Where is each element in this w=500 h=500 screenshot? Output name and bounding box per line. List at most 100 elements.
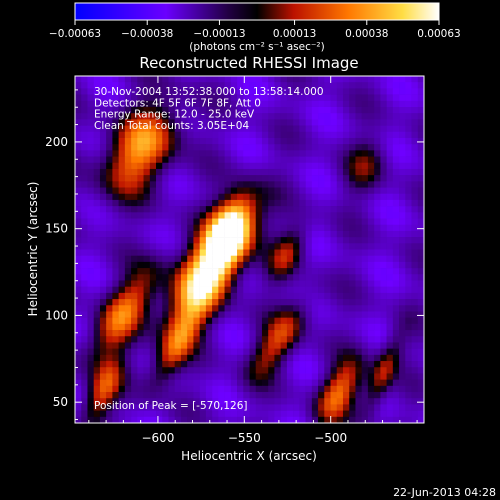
- heatmap-cell: [230, 106, 238, 114]
- heatmap-cell: [280, 404, 288, 411]
- heatmap-cell: [380, 131, 387, 139]
- heatmap-cell: [374, 286, 381, 294]
- heatmap-cell: [349, 261, 356, 269]
- heatmap-cell: [255, 150, 263, 157]
- heatmap-cell: [324, 249, 331, 256]
- heatmap-cell: [286, 392, 294, 399]
- heatmap-cell: [224, 100, 232, 108]
- heatmap-cell: [255, 100, 263, 108]
- heatmap-cell: [75, 261, 82, 269]
- heatmap-cell: [174, 187, 182, 195]
- heatmap-cell: [342, 168, 350, 176]
- heatmap-cell: [87, 218, 94, 226]
- heatmap-cell: [124, 106, 132, 114]
- heatmap-cell: [392, 106, 400, 114]
- heatmap-cell: [268, 144, 275, 151]
- heatmap-cell: [75, 218, 82, 226]
- heatmap-cell: [230, 311, 238, 318]
- heatmap-cell: [75, 175, 82, 182]
- heatmap-cell: [205, 168, 213, 176]
- heatmap-cell: [199, 199, 207, 207]
- colorbar-ticks: −0.00063 −0.00038 −0.00013 0.00013 0.00038 0.…: [49, 20, 461, 40]
- heatmap-cell: [180, 187, 188, 195]
- heatmap-cell: [162, 354, 169, 362]
- heatmap-cell: [187, 168, 194, 176]
- heatmap-cell: [417, 342, 424, 349]
- heatmap-cell: [212, 76, 219, 83]
- heatmap-cell: [268, 94, 275, 102]
- heatmap-cell: [237, 317, 244, 325]
- heatmap-cell: [230, 144, 238, 151]
- heatmap-cell: [255, 354, 263, 362]
- heatmap-cell: [311, 106, 319, 114]
- heatmap-cell: [386, 88, 394, 95]
- heatmap-cell: [137, 106, 144, 114]
- heatmap-cell: [168, 336, 176, 343]
- heatmap-cell: [268, 193, 275, 201]
- heatmap-cell: [243, 243, 250, 250]
- heatmap-cell: [137, 385, 144, 393]
- heatmap-cell: [99, 144, 107, 151]
- heatmap-cell: [230, 261, 238, 269]
- heatmap-cell: [93, 336, 101, 343]
- heatmap-cell: [106, 106, 113, 114]
- heatmap-cell: [411, 137, 419, 145]
- heatmap-cell: [99, 199, 107, 207]
- heatmap-cell: [249, 385, 257, 393]
- heatmap-cell: [386, 137, 394, 145]
- heatmap-cell: [349, 144, 356, 151]
- heatmap-cell: [293, 125, 300, 133]
- heatmap-cell: [342, 292, 350, 300]
- heatmap-cell: [274, 311, 281, 318]
- heatmap-cell: [274, 323, 281, 331]
- heatmap-cell: [405, 249, 412, 256]
- heatmap-cell: [355, 348, 362, 356]
- heatmap-cell: [131, 131, 138, 139]
- heatmap-cell: [218, 218, 225, 226]
- heatmap-cell: [274, 125, 281, 133]
- heatmap-cell: [367, 156, 375, 164]
- heatmap-cell: [87, 94, 94, 102]
- heatmap-cell: [106, 410, 113, 418]
- heatmap-cell: [81, 193, 88, 201]
- heatmap-cell: [411, 416, 419, 423]
- heatmap-cell: [99, 379, 107, 387]
- heatmap-cell: [230, 193, 238, 201]
- heatmap-cell: [180, 100, 188, 108]
- heatmap-cell: [243, 317, 250, 325]
- heatmap-cell: [330, 410, 338, 418]
- heatmap-cell: [268, 162, 275, 170]
- heatmap-cell: [342, 137, 350, 145]
- heatmap-cell: [386, 361, 394, 368]
- heatmap-cell: [156, 249, 163, 256]
- heatmap-cell: [174, 88, 182, 95]
- heatmap-cell: [268, 336, 275, 343]
- heatmap-cell: [168, 311, 176, 318]
- heatmap-cell: [274, 168, 281, 176]
- heatmap-cell: [361, 249, 369, 256]
- heatmap-cell: [199, 299, 207, 306]
- heatmap-cell: [342, 410, 350, 418]
- heatmap-cell: [243, 367, 250, 374]
- heatmap-cell: [336, 156, 344, 164]
- heatmap-cell: [168, 150, 176, 157]
- heatmap-cell: [75, 100, 82, 108]
- heatmap-cell: [411, 292, 419, 300]
- heatmap-cell: [299, 342, 306, 349]
- heatmap-cell: [405, 218, 412, 226]
- heatmap-cell: [187, 106, 194, 114]
- heatmap-cell: [243, 379, 250, 387]
- heatmap-cell: [268, 243, 275, 250]
- heatmap-cell: [187, 392, 194, 399]
- heatmap-cell: [417, 410, 424, 418]
- heatmap-cell: [286, 88, 294, 95]
- heatmap-cell: [274, 348, 281, 356]
- heatmap-cell: [224, 379, 232, 387]
- heatmap-cell: [342, 323, 350, 331]
- heatmap-cell: [261, 106, 269, 114]
- heatmap-cell: [336, 137, 344, 145]
- heatmap-cell: [230, 404, 238, 411]
- heatmap-cell: [405, 181, 412, 188]
- heatmap-cell: [75, 336, 82, 343]
